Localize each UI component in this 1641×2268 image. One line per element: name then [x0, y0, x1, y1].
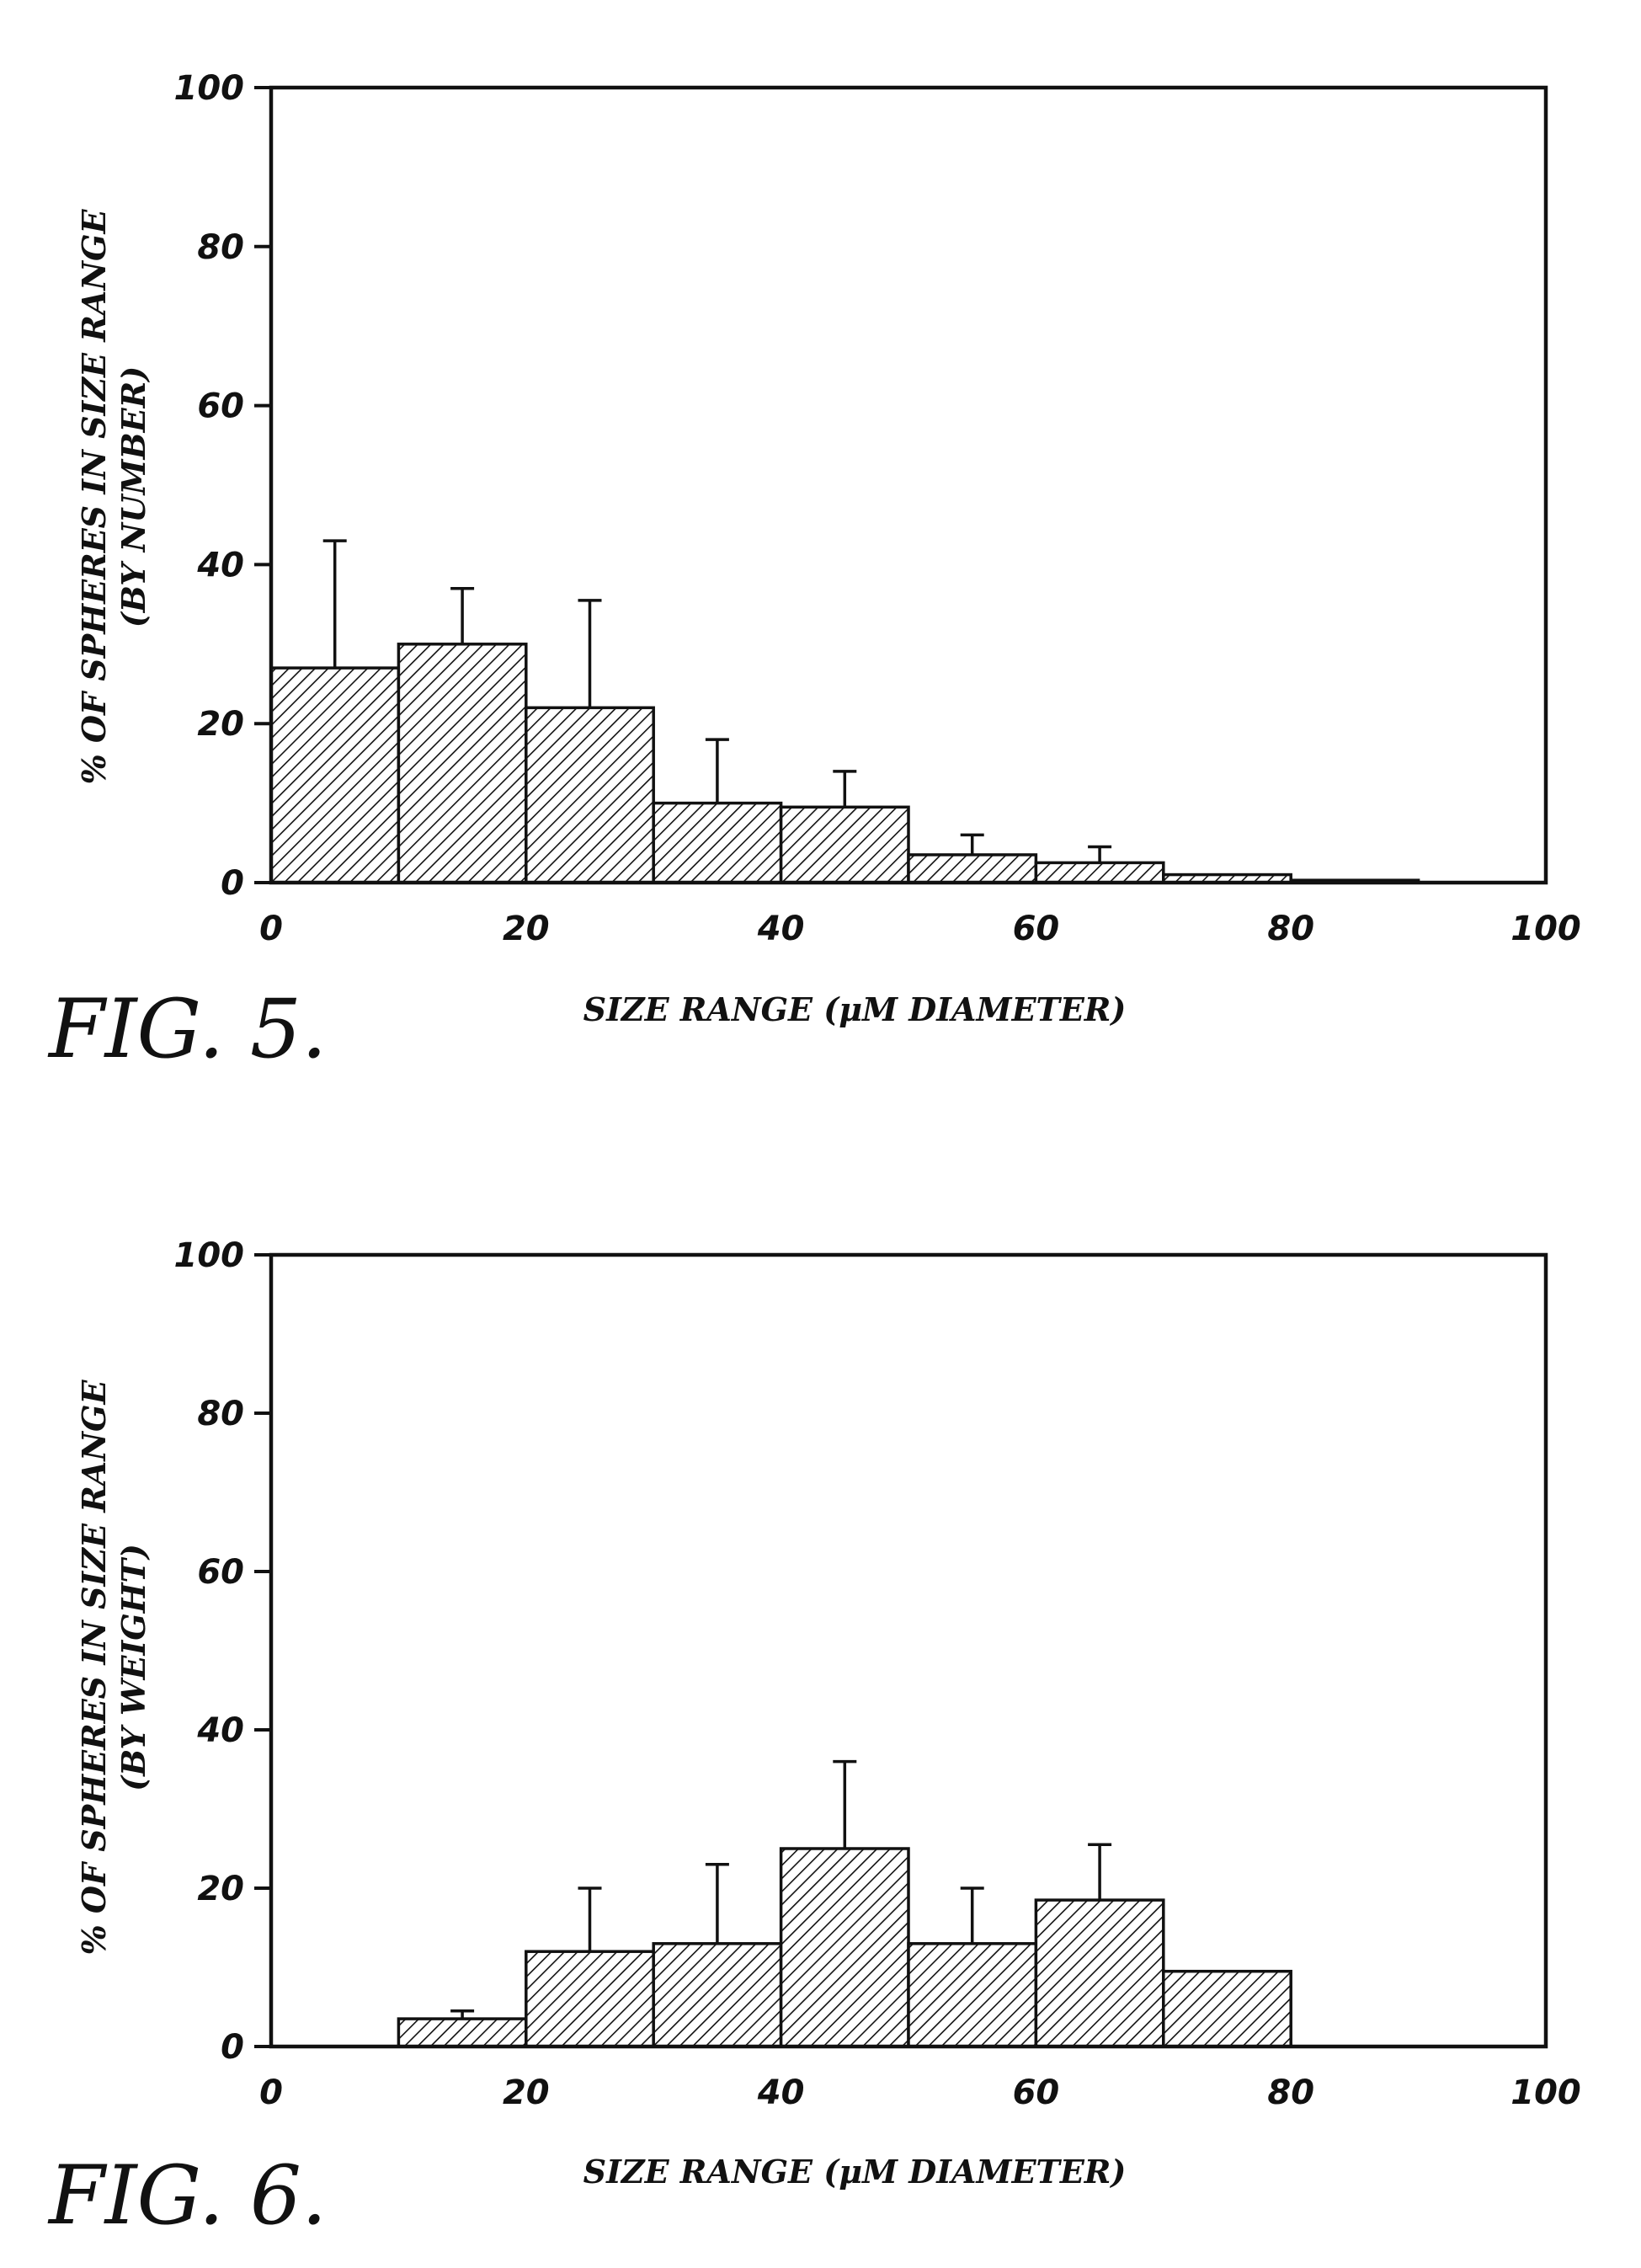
fig5-bar-3	[653, 803, 781, 883]
fig6-y-label-line2: (BY WEIGHT)	[115, 1544, 152, 1791]
fig5-x-tick-label-3: 60	[1013, 910, 1060, 948]
fig5-y-tick-label-2: 40	[196, 546, 244, 584]
fig5-bar-2	[526, 707, 653, 883]
fig5-y-tick-label-4: 80	[197, 228, 244, 267]
fig6-y-tick-label-5: 100	[174, 1236, 245, 1275]
fig6-bar-1	[526, 1951, 653, 2047]
fig6-x-tick-label-5: 100	[1510, 2073, 1581, 2112]
fig5-x-tick-label-2: 40	[757, 910, 805, 948]
fig6-bar-4	[908, 1944, 1036, 2047]
fig5-bar-4	[781, 807, 908, 883]
fig5-y-tick-label-5: 100	[174, 69, 245, 108]
fig6-x-tick-label-0: 0	[259, 2073, 283, 2112]
fig5-bar-0	[271, 668, 398, 883]
fig6-bar-5	[1036, 1900, 1163, 2047]
fig5-x-axis-title: SIZE RANGE (μM DIAMETER)	[583, 990, 1127, 1028]
fig6-y-axis-title: % OF SPHERES IN SIZE RANGE (BY WEIGHT)	[75, 1379, 152, 1956]
fig5-y-tick-label-0: 0	[221, 864, 244, 903]
fig5-y-axis-title: % OF SPHERES IN SIZE RANGE (BY NUMBER)	[75, 209, 152, 785]
fig6-y-tick-label-0: 0	[221, 2028, 244, 2067]
fig5-x-tick-label-0: 0	[259, 910, 283, 948]
fig5-y-tick-label-1: 20	[197, 705, 244, 744]
fig5-chart: % OF SPHERES IN SIZE RANGE (BY NUMBER) S…	[47, 69, 1581, 1076]
fig6-y-tick-label-1: 20	[197, 1870, 244, 1908]
fig5-x-tick-label-4: 80	[1267, 910, 1314, 948]
fig6-bar-6	[1164, 1972, 1291, 2047]
fig5-y-label-line1: % OF SPHERES IN SIZE RANGE	[75, 209, 113, 785]
fig6-y-tick-label-2: 40	[196, 1711, 244, 1750]
fig6-bar-2	[653, 1944, 781, 2047]
fig6-bar-0	[398, 2019, 525, 2047]
fig5-bar-6	[1036, 862, 1163, 883]
fig6-chart: % OF SPHERES IN SIZE RANGE (BY WEIGHT) S…	[47, 1236, 1581, 2243]
fig6-x-tick-label-3: 60	[1013, 2073, 1060, 2112]
fig6-x-tick-label-1: 20	[503, 2073, 550, 2112]
fig5-bar-5	[908, 855, 1036, 883]
fig6-x-tick-label-2: 40	[757, 2073, 805, 2112]
fig5-x-tick-label-1: 20	[503, 910, 550, 948]
fig6-x-axis-title: SIZE RANGE (μM DIAMETER)	[583, 2153, 1127, 2191]
fig6-y-tick-label-4: 80	[197, 1395, 244, 1433]
fig5-x-tick-label-5: 100	[1510, 910, 1581, 948]
fig5-y-label-line2: (BY NUMBER)	[115, 366, 152, 627]
fig6-y-label-line1: % OF SPHERES IN SIZE RANGE	[75, 1379, 113, 1956]
fig6-y-tick-label-3: 60	[197, 1553, 244, 1592]
fig5-y-tick-label-3: 60	[197, 387, 244, 426]
fig6-figure-label: FIG. 6.	[47, 2148, 327, 2243]
fig5-bar-1	[398, 644, 525, 883]
fig5-figure-label: FIG. 5.	[47, 982, 327, 1076]
fig6-bar-3	[781, 1849, 908, 2047]
fig6-x-tick-label-4: 80	[1267, 2073, 1314, 2112]
